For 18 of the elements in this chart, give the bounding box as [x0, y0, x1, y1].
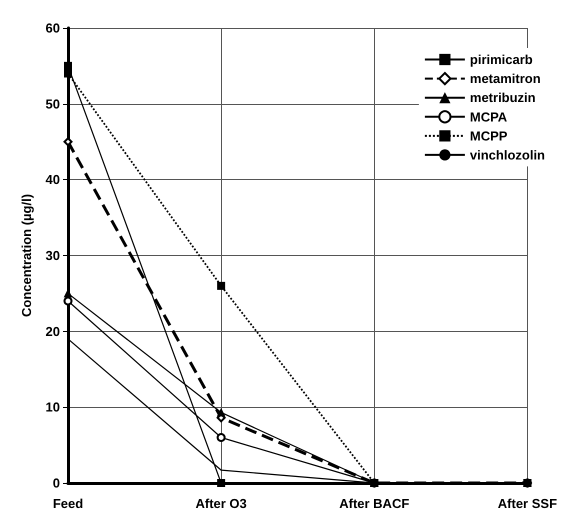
y-tick-label: 40 [46, 172, 60, 188]
legend-label: MCPA [470, 109, 508, 124]
y-tick-label: 10 [46, 400, 60, 415]
y-axis-title: Concentration (µg/l) [19, 194, 34, 318]
y-tick-label: 30 [46, 248, 60, 263]
legend-label: pirimicarb [470, 52, 533, 67]
x-tick-label: Feed [52, 496, 84, 511]
x-tick-label: After O3 [195, 496, 247, 511]
legend-label: metribuzin [470, 90, 536, 106]
x-tick-label: After BACF [339, 496, 410, 511]
y-tick-label: 60 [46, 20, 60, 36]
y-tick-label: 20 [46, 324, 60, 339]
y-tick-label: 50 [46, 96, 60, 112]
legend-label: metamitron [470, 71, 541, 86]
y-tick-label: 0 [52, 476, 60, 490]
legend-label: MCPP [470, 128, 508, 144]
legend-label: vinchlozolin [470, 147, 546, 162]
x-tick-label: After SSF [498, 496, 558, 511]
